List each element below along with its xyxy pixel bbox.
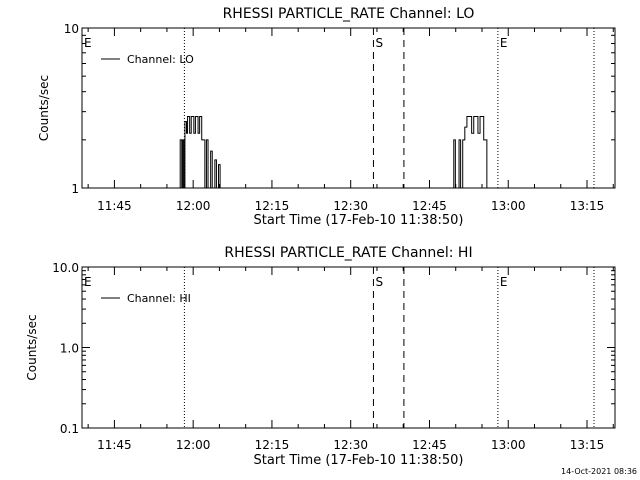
- chart-1-xtick-label: 12:15: [255, 438, 290, 452]
- chart-0-xtick-label: 13:00: [491, 199, 526, 213]
- chart-1-xtick-label: 12:00: [176, 438, 211, 452]
- chart-0-legend-label: Channel: LO: [127, 53, 194, 66]
- chart-1-marker-label: E: [84, 275, 92, 289]
- chart-1-title: RHESSI PARTICLE_RATE Channel: HI: [224, 245, 472, 261]
- chart-1-ytick-label: 0.1: [60, 422, 79, 436]
- chart-1-xtick-label: 11:45: [97, 438, 132, 452]
- chart-1-ylabel: Counts/sec: [25, 314, 39, 380]
- chart-1-ytick-label: 1.0: [60, 342, 79, 356]
- chart-1-xlabel: Start Time (17-Feb-10 11:38:50): [254, 453, 464, 468]
- footer-timestamp: 14-Oct-2021 08:36: [561, 467, 637, 476]
- chart-0-xlabel: Start Time (17-Feb-10 11:38:50): [254, 213, 464, 228]
- chart-0-xtick-label: 12:30: [333, 199, 368, 213]
- chart-0-xtick-label: 13:15: [570, 199, 605, 213]
- chart-1-xtick-label: 13:00: [491, 438, 526, 452]
- chart-1-marker-label: S: [375, 275, 383, 289]
- chart-1-xtick-label: 12:30: [333, 438, 368, 452]
- chart-1-legend-label: Channel: HI: [127, 292, 191, 305]
- chart-0-ylabel: Counts/sec: [37, 75, 51, 141]
- chart-0-xtick-label: 11:45: [97, 199, 132, 213]
- chart-0-ytick-label: 1: [71, 182, 79, 196]
- chart-0-marker-label: E: [500, 36, 508, 50]
- chart-0-xtick-label: 12:15: [255, 199, 290, 213]
- chart-1-xtick-label: 13:15: [570, 438, 605, 452]
- chart-0-xtick-label: 12:00: [176, 199, 211, 213]
- chart-1-ytick-label: 10.0: [52, 261, 79, 275]
- chart-0-series-line: [179, 115, 488, 189]
- chart-0-frame: [81, 27, 616, 189]
- chart-0-marker-label: E: [84, 36, 92, 50]
- chart-0-ytick-label: 10: [64, 22, 79, 36]
- chart-0-xtick-label: 12:45: [412, 199, 447, 213]
- chart-0-title: RHESSI PARTICLE_RATE Channel: LO: [223, 6, 475, 22]
- chart-0-marker-label: S: [375, 36, 383, 50]
- chart-1-marker-label: E: [500, 275, 508, 289]
- chart-1-xtick-label: 12:45: [412, 438, 447, 452]
